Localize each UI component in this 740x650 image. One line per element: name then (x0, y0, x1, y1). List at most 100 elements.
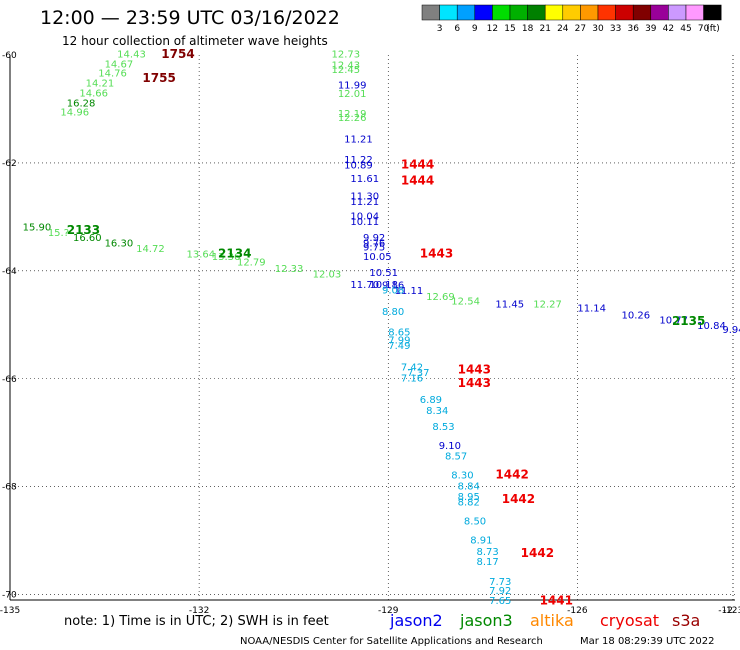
swh-point-label: 12.79 (237, 257, 266, 268)
x-tick-label: -123 (723, 606, 740, 616)
y-tick-label: -62 (2, 159, 17, 169)
time-label: 1754 (161, 47, 194, 61)
swh-point-label: 10.04 (350, 212, 379, 223)
swh-point-label: 12.43 (332, 60, 361, 71)
swh-point-label: 12.01 (338, 89, 367, 100)
satellite-legend-s3a: s3a (672, 611, 700, 630)
colorbar-swatch (544, 4, 564, 21)
swh-point-label: 12.54 (451, 296, 480, 307)
colorbar-swatch (597, 4, 616, 21)
swh-point-label: 16.30 (105, 239, 134, 250)
swh-point-label: 12.03 (313, 269, 342, 280)
swh-point-label: 7.73 (489, 577, 511, 588)
swh-point-label: 10.05 (363, 252, 392, 263)
colorbar-swatch (456, 4, 476, 21)
colorbar-legend: 3 6 9 12 15 18 21 24 27 30 33 36 39 42 45 70(ft) (421, 4, 722, 34)
swh-point-label: 12.33 (275, 264, 304, 275)
swh-point-label: 8.82 (458, 498, 480, 509)
swh-point-label: 10.84 (697, 321, 726, 332)
swh-point-label: 15.? (48, 228, 69, 239)
swh-point-label: 12.45 (332, 65, 361, 76)
plot-area (9, 55, 735, 601)
swh-point-label: 8.30 (451, 471, 473, 482)
colorbar-label: 6 (454, 24, 460, 34)
swh-point-label: 11.14 (577, 303, 606, 314)
swh-point-label: 7.37 (407, 368, 429, 379)
y-tick-label: -64 (2, 267, 17, 277)
swh-point-label: 9.08 (382, 286, 404, 297)
colorbar-label: 24 (557, 24, 569, 34)
colorbar-swatch (703, 4, 722, 21)
colorbar-swatch (615, 4, 634, 21)
colorbar-label: 45 (680, 24, 691, 34)
colorbar-label: 27 (575, 24, 586, 34)
swh-point-label: 12.19 (338, 109, 367, 120)
colorbar-label: 36 (627, 24, 639, 34)
colorbar-label: 9 (472, 24, 478, 34)
time-label: 1441 (540, 593, 573, 607)
swh-point-label: 9.10 (439, 441, 461, 452)
colorbar-label: 18 (522, 24, 534, 34)
swh-point-label: 12.27 (533, 300, 562, 311)
swh-point-label: 10.26 (622, 310, 651, 321)
satellite-legend-jason3: jason3 (459, 611, 513, 630)
colorbar-label: 30 (592, 24, 604, 34)
swh-point-label: 13.64 (187, 249, 216, 260)
swh-point-label: 12.73 (332, 50, 361, 61)
swh-point-label: 8.50 (464, 516, 486, 527)
grid-lines (10, 55, 735, 600)
swh-point-label: 9.16 (382, 281, 404, 292)
satellite-legend-cryosat: cryosat (600, 611, 659, 630)
colorbar-label: 39 (645, 24, 657, 34)
colorbar-unit: (ft) (706, 24, 720, 34)
swh-point-label: 9.76 (363, 239, 385, 250)
time-label: 1443 (458, 376, 491, 390)
time-labels: 1754175514441444144314431443144214421442… (67, 47, 706, 607)
colorbar-label: 70 (698, 24, 710, 34)
time-label: 1443 (458, 362, 491, 376)
x-tick-label: -129 (378, 606, 399, 616)
swh-point-label: 11.11 (395, 286, 424, 297)
swh-point-label: 10.89 (344, 160, 373, 171)
x-tick-label: -135 (0, 606, 20, 616)
swh-point-label: 10.11 (350, 217, 379, 228)
y-tick-label: -68 (2, 483, 17, 493)
time-label: 1443 (420, 246, 453, 260)
swh-point-label: 11.22 (344, 155, 373, 166)
y-tick-label: -70 (2, 591, 17, 601)
swh-point-label: 16.28 (67, 98, 96, 109)
swh-point-label: 14.72 (136, 244, 165, 255)
swh-point-label: 11.30 (350, 192, 379, 203)
chart-title: 12:00 — 23:59 UTC 03/16/2022 (40, 7, 340, 29)
x-tick-label: -132 (189, 606, 209, 616)
colorbar-swatch (685, 4, 704, 21)
colorbar-label: 12 (487, 24, 498, 34)
time-label: 1444 (401, 157, 434, 171)
footer-timestamp: Mar 18 08:29:39 UTC 2022 (580, 636, 715, 647)
satellite-legend-altika: altika (530, 611, 574, 630)
colorbar-label: 3 (437, 24, 443, 34)
y-tick-label: -66 (2, 375, 17, 385)
swh-point-label: 14.66 (79, 89, 108, 100)
time-label: 2133 (67, 223, 100, 237)
swh-point-label: 7.42 (401, 363, 423, 374)
time-label: 1755 (142, 71, 175, 85)
swh-point-label: 12.26 (338, 113, 367, 124)
footer-note: note: 1) Time is in UTC; 2) SWH is in fe… (64, 614, 329, 629)
swh-point-label: 13.36 (212, 252, 241, 263)
swh-point-label: 14.43 (117, 50, 146, 61)
footer-credit: NOAA/NESDIS Center for Satellite Applica… (240, 636, 543, 647)
time-label: 1442 (502, 492, 535, 506)
axis-ticks: -135 -132 -129 -126 -123-12 -60 -62 -64 -66 -68 -7… (0, 51, 740, 616)
swh-point-label: 7.99 (388, 336, 410, 347)
x-tick-label: -12 (718, 606, 733, 616)
time-label: 1442 (495, 468, 528, 482)
swh-point-label: 11.70 (350, 280, 379, 291)
time-label: 2135 (672, 314, 705, 328)
swh-point-label: 10.18 (369, 280, 398, 291)
swh-point-label: 11.21 (350, 197, 379, 208)
colorbar-swatch (650, 4, 669, 21)
swh-point-label: 7.49 (388, 341, 410, 352)
